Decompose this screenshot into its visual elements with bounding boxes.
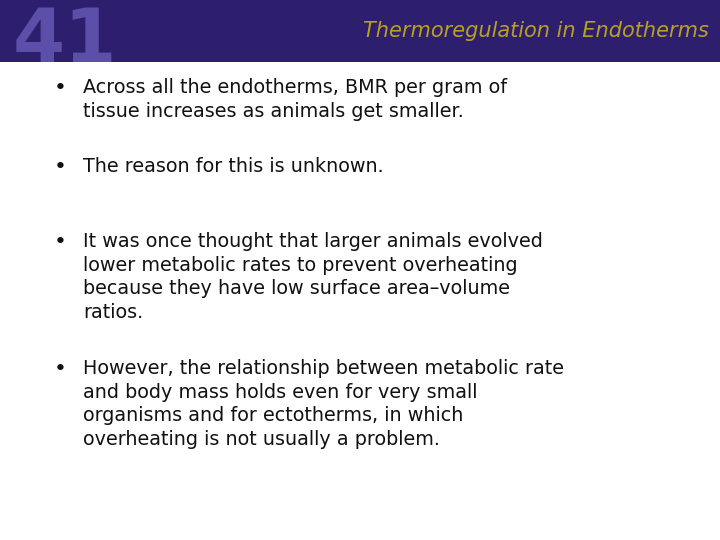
Text: It was once thought that larger animals evolved
lower metabolic rates to prevent: It was once thought that larger animals …	[83, 232, 543, 322]
Text: 41: 41	[13, 5, 117, 78]
Text: •: •	[54, 359, 67, 379]
Text: •: •	[54, 232, 67, 252]
Text: Across all the endotherms, BMR per gram of
tissue increases as animals get small: Across all the endotherms, BMR per gram …	[83, 78, 507, 121]
Text: However, the relationship between metabolic rate
and body mass holds even for ve: However, the relationship between metabo…	[83, 359, 564, 449]
Text: •: •	[54, 78, 67, 98]
Text: •: •	[54, 157, 67, 177]
Text: The reason for this is unknown.: The reason for this is unknown.	[83, 157, 384, 176]
Text: Thermoregulation in Endotherms: Thermoregulation in Endotherms	[364, 21, 709, 41]
FancyBboxPatch shape	[0, 0, 720, 62]
